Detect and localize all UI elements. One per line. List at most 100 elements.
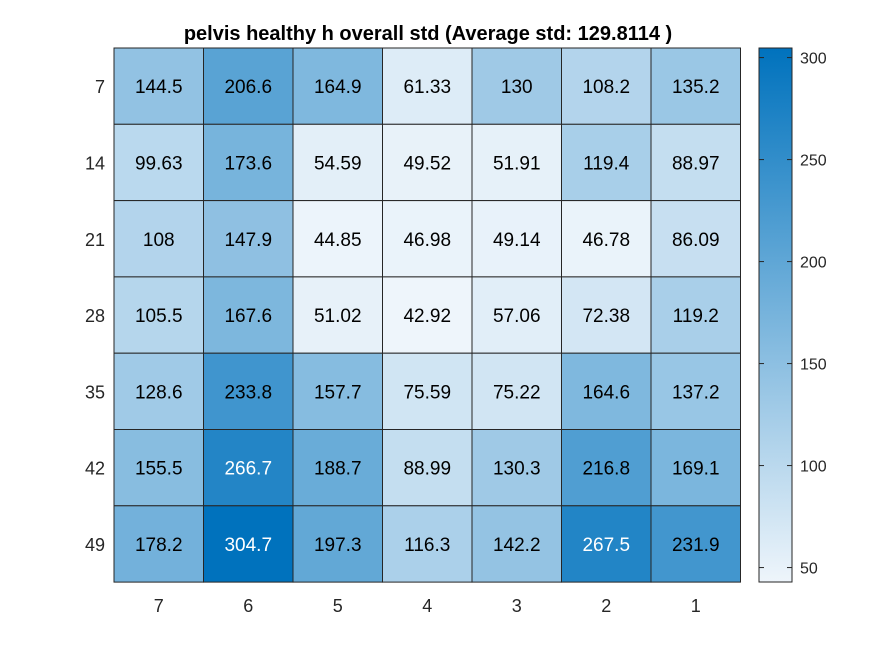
heatmap-cell-value: 72.38: [582, 306, 630, 327]
heatmap-cell: [113, 505, 204, 583]
heatmap-cell-value: 51.91: [493, 153, 541, 174]
heatmap-cell-value: 178.2: [135, 535, 183, 556]
heatmap-cell: [650, 505, 741, 583]
heatmap-cell-value: 142.2: [493, 535, 541, 556]
y-tick-label: 14: [85, 153, 105, 173]
heatmap-cell: [471, 47, 562, 125]
colorbar-tick-label: 250: [800, 153, 827, 170]
heatmap-cell-value: 233.8: [224, 382, 272, 403]
heatmap-cell: [292, 123, 383, 202]
colorbar-tick-label: 150: [800, 357, 827, 374]
heatmap-cell: [650, 429, 741, 507]
heatmap-cell-value: 173.6: [224, 153, 272, 174]
heatmap-cell: [561, 200, 652, 278]
heatmap-cell-value: 119.2: [673, 306, 719, 327]
heatmap-cell: [292, 200, 383, 278]
heatmap-cell-value: 197.3: [314, 535, 362, 556]
heatmap-cell: [113, 47, 204, 125]
y-tick-label: 42: [85, 459, 105, 479]
heatmap-cell: [471, 200, 562, 278]
heatmap-cell-value: 46.98: [403, 230, 451, 251]
heatmap-cell-value: 130: [501, 77, 533, 98]
heatmap-cell-value: 130.3: [493, 459, 541, 480]
heatmap-cell: [203, 429, 294, 507]
heatmap-cell-value: 164.6: [582, 382, 630, 403]
colorbar-tick-label: 100: [800, 459, 827, 476]
y-axis-tick-labels: 7 14 21 28 35 42 49: [85, 77, 105, 555]
heatmap-cell: [203, 200, 294, 278]
heatmap-cell-value: 88.97: [672, 153, 720, 174]
heatmap-cell: [650, 276, 741, 354]
heatmap-cell-value: 86.09: [672, 230, 720, 251]
heatmap-cell: [382, 505, 473, 583]
heatmap-cell: [471, 429, 562, 507]
heatmap-cell: [561, 123, 652, 202]
y-tick-label: 7: [95, 77, 105, 97]
colorbar-tick-label: 50: [800, 561, 818, 578]
heatmap-cell: [113, 352, 204, 431]
heatmap-cell-value: 147.9: [224, 230, 272, 251]
heatmap-cell-value: 75.22: [493, 382, 541, 403]
heatmap-cell: [650, 352, 741, 431]
heatmap-cell-value: 51.02: [314, 306, 362, 327]
chart-title: pelvis healthy h overall std (Average st…: [184, 23, 672, 45]
heatmap-cell: [113, 123, 204, 202]
heatmap-cell-value: 75.59: [403, 382, 451, 403]
heatmap-cell: [471, 505, 562, 583]
x-tick-label: 1: [691, 596, 701, 616]
heatmap-cell: [471, 123, 562, 202]
heatmap-cell-value: 119.4: [583, 153, 630, 174]
heatmap-cell-value: 164.9: [314, 77, 362, 98]
heatmap-cells: 144.5 206.6 164.9 61.33 130 108.2 135.2 99.63 17…: [113, 47, 741, 583]
heatmap-cell: [203, 276, 294, 354]
x-tick-label: 4: [422, 596, 432, 616]
heatmap-cell-value: 57.06: [493, 306, 541, 327]
heatmap-cell-value: 128.6: [135, 382, 183, 403]
heatmap-cell-value: 266.7: [224, 459, 272, 480]
y-tick-label: 35: [85, 382, 105, 402]
heatmap-cell-value: 108.2: [582, 77, 630, 98]
heatmap-cell-value: 49.14: [493, 230, 541, 251]
heatmap-cell-value: 167.6: [224, 306, 272, 327]
y-tick-label: 28: [85, 306, 105, 326]
x-tick-label: 6: [243, 596, 253, 616]
heatmap-cell: [382, 276, 473, 354]
heatmap-cell-value: 135.2: [672, 77, 720, 98]
heatmap-cell-value: 88.99: [403, 459, 451, 480]
heatmap-cell: [382, 200, 473, 278]
heatmap-cell: [292, 352, 383, 431]
heatmap-cell: [113, 276, 204, 354]
heatmap-cell: [203, 47, 294, 125]
heatmap-cell: [382, 429, 473, 507]
heatmap-cell-value: 99.63: [135, 153, 183, 174]
heatmap-cell: [292, 505, 383, 583]
x-tick-label: 3: [512, 596, 522, 616]
heatmap-cell-value: 169.1: [672, 459, 720, 480]
colorbar-gradient: [758, 47, 793, 583]
x-tick-label: 2: [601, 596, 611, 616]
heatmap-cell-value: 144.5: [135, 77, 183, 98]
heatmap-cell-value: 188.7: [314, 459, 362, 480]
heatmap-cell: [561, 276, 652, 354]
heatmap-cell-value: 116.3: [404, 535, 450, 556]
heatmap-cell-value: 157.7: [314, 382, 362, 403]
heatmap-cell: [650, 123, 741, 202]
heatmap-cell-value: 304.7: [224, 535, 272, 556]
x-tick-label: 7: [154, 596, 164, 616]
heatmap-cell-value: 42.92: [403, 306, 451, 327]
heatmap-cell-value: 137.2: [672, 382, 720, 403]
heatmap-cell: [113, 429, 204, 507]
heatmap-cell-value: 231.9: [672, 535, 720, 556]
heatmap-cell: [561, 505, 652, 583]
heatmap-cell-value: 54.59: [314, 153, 362, 174]
x-tick-label: 5: [333, 596, 343, 616]
heatmap-cell-value: 61.33: [403, 77, 451, 98]
heatmap-cell-value: 108: [143, 230, 175, 251]
heatmap-cell-value: 44.85: [314, 230, 362, 251]
heatmap-cell-value: 216.8: [582, 459, 630, 480]
heatmap-cell: [292, 429, 383, 507]
x-axis-tick-labels: 7 6 5 4 3 2 1: [154, 596, 701, 616]
heatmap-cell: [292, 47, 383, 125]
heatmap-cell-value: 206.6: [224, 77, 272, 98]
